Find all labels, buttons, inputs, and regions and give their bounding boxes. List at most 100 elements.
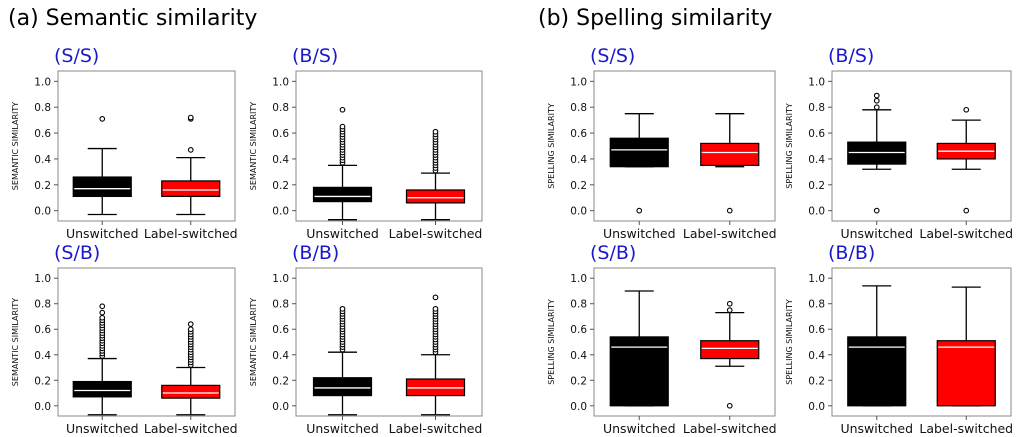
outlier-point	[432, 294, 439, 301]
y-axis-label: SPELLING SIMILARITY	[547, 299, 556, 385]
outlier-point	[726, 300, 733, 307]
y-tick-label: 0.4	[570, 350, 587, 362]
plot-frame	[593, 70, 776, 222]
y-tick-label: 0.2	[570, 375, 587, 387]
outlier-point	[339, 305, 346, 312]
outlier-point	[873, 97, 880, 104]
outlier-point	[187, 326, 194, 333]
box-unswitched	[72, 115, 132, 216]
box-label-switched	[700, 300, 760, 409]
section-title-spelling: (b) Spelling similarity	[538, 6, 773, 31]
x-tick-label: Label-switched	[144, 226, 238, 241]
outlier-point	[726, 207, 733, 214]
x-tick-label: Label-switched	[683, 421, 777, 436]
y-axis-label: SPELLING SIMILARITY	[785, 103, 794, 189]
y-tick-label: 1.0	[272, 76, 289, 88]
box-iqr	[312, 377, 373, 397]
outlier-point	[432, 305, 439, 312]
y-tick-label: 0.4	[272, 154, 289, 166]
y-tick-label: 0.2	[34, 375, 51, 387]
outlier-point	[726, 307, 733, 313]
outlier-point	[873, 92, 880, 99]
plot-frame	[593, 267, 776, 417]
outlier-point	[432, 128, 439, 135]
y-tick-label: 0.8	[808, 102, 825, 114]
y-tick-label: 1.0	[808, 76, 825, 88]
plot-frame	[831, 267, 1012, 417]
y-tick-label: 0.4	[808, 154, 825, 166]
x-tick-label: Label-switched	[919, 226, 1013, 241]
x-tick-label: Label-switched	[144, 421, 238, 436]
plot-frame	[295, 70, 483, 222]
outlier-point	[873, 207, 880, 214]
panel-label: (B/S)	[828, 45, 874, 67]
box-label-switched	[161, 321, 221, 416]
y-tick-label: 0.8	[808, 299, 825, 311]
y-tick-label: 0.0	[34, 401, 51, 413]
outlier-point	[873, 104, 880, 111]
y-tick-label: 0.6	[570, 128, 587, 140]
x-tick-label: Label-switched	[683, 226, 777, 241]
y-tick-label: 1.0	[272, 273, 289, 285]
y-tick-label: 0.0	[808, 206, 825, 218]
panel-label: (S/B)	[590, 242, 636, 264]
outlier-point	[99, 303, 106, 310]
y-tick-label: 0.8	[34, 299, 51, 311]
y-axis-label: SEMANTIC SIMILARITY	[11, 298, 20, 386]
box-label-switched	[936, 286, 996, 407]
outlier-point	[99, 309, 106, 316]
y-tick-label: 1.0	[570, 76, 587, 88]
y-tick-label: 0.8	[570, 299, 587, 311]
box-iqr	[700, 340, 760, 360]
box-label-switched	[936, 106, 996, 214]
y-tick-label: 0.6	[570, 324, 587, 336]
x-tick-label: Label-switched	[919, 421, 1013, 436]
box-plot-panel: (B/B) 0.0 0.2 0.4 0.6 0.8 1.0 SPELLING SIMILARI…	[785, 242, 1013, 436]
box-label-switched	[161, 114, 221, 216]
box-plot-panel: (B/B) 0.0 0.2 0.4 0.6 0.8 1.0 SEMANTIC SIMILARI…	[249, 242, 483, 436]
y-tick-label: 0.4	[34, 350, 51, 362]
y-tick-label: 0.6	[34, 324, 51, 336]
y-tick-label: 0.4	[272, 350, 289, 362]
panel-label: (S/B)	[54, 242, 100, 264]
y-axis-label: SPELLING SIMILARITY	[547, 103, 556, 189]
box-plot-panel: (S/S) 0.0 0.2 0.4 0.6 0.8 1.0 SPELLING SIMILARI…	[547, 45, 777, 241]
outlier-point	[636, 207, 643, 214]
y-tick-label: 0.6	[808, 128, 825, 140]
panel-label: (S/S)	[54, 45, 99, 67]
x-tick-label: Label-switched	[389, 421, 483, 436]
y-tick-label: 0.2	[808, 375, 825, 387]
y-tick-label: 0.8	[272, 299, 289, 311]
box-unswitched	[72, 303, 132, 416]
outlier-point	[99, 115, 106, 122]
x-tick-label: Unswitched	[66, 421, 139, 436]
plot-frame	[295, 267, 483, 417]
outlier-point	[187, 114, 194, 121]
y-tick-label: 1.0	[570, 273, 587, 285]
x-tick-label: Label-switched	[389, 226, 483, 241]
box-unswitched	[609, 113, 669, 214]
outlier-point	[339, 123, 346, 130]
y-tick-label: 0.6	[272, 128, 289, 140]
y-tick-label: 0.0	[272, 206, 289, 218]
y-axis-label: SEMANTIC SIMILARITY	[249, 102, 258, 190]
y-tick-label: 0.4	[570, 154, 587, 166]
x-tick-label: Unswitched	[840, 226, 913, 241]
x-tick-label: Unswitched	[603, 226, 676, 241]
outlier-point	[187, 147, 194, 153]
outlier-point	[963, 207, 970, 214]
box-unswitched	[609, 290, 669, 407]
panel-label: (B/S)	[292, 45, 338, 67]
plot-frame	[831, 70, 1012, 222]
y-tick-label: 0.6	[808, 324, 825, 336]
y-tick-label: 0.2	[570, 180, 587, 192]
y-tick-label: 1.0	[34, 273, 51, 285]
y-axis-label: SEMANTIC SIMILARITY	[249, 298, 258, 386]
y-tick-label: 1.0	[808, 273, 825, 285]
plot-frame	[57, 70, 236, 222]
box-iqr	[72, 176, 132, 198]
y-tick-label: 0.8	[570, 102, 587, 114]
y-tick-label: 0.2	[34, 180, 51, 192]
box-unswitched	[847, 92, 907, 214]
box-plot-panel: (S/S) 0.0 0.2 0.4 0.6 0.8 1.0 SEMANTIC SIMILARI…	[11, 45, 238, 241]
